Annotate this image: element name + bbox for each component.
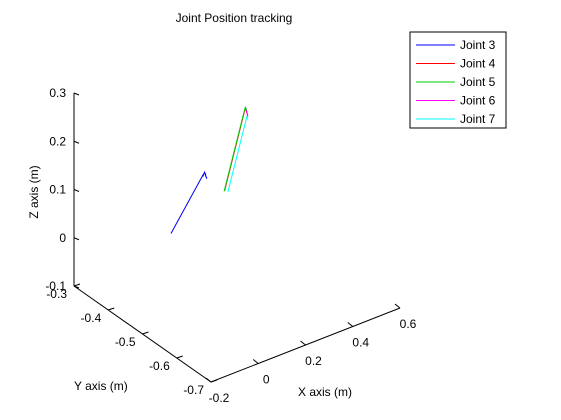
z-tick-label: -0.1 xyxy=(45,279,66,293)
x-tick-mark xyxy=(252,359,259,364)
x-tick-mark xyxy=(205,377,212,383)
y-ticks: -0.3 -0.4 -0.5 -0.6 -0.7 xyxy=(46,283,218,397)
z-ticks: -0.1 0 0.1 0.2 0.3 xyxy=(45,86,80,293)
z-axis-label: Z axis (m) xyxy=(27,165,41,218)
y-tick-label: -0.5 xyxy=(115,335,136,349)
x-tick-label: -0.2 xyxy=(209,391,230,405)
x-tick-mark xyxy=(394,303,401,309)
y-tick-mark xyxy=(176,355,183,359)
series-line-5 xyxy=(227,115,249,193)
legend-box xyxy=(409,31,507,129)
y-tick-mark xyxy=(210,379,218,383)
series-line-2 xyxy=(224,105,248,191)
x-tick-mark xyxy=(347,322,354,327)
chart-title: Joint Position tracking xyxy=(176,11,293,25)
x-tick-label: 0.2 xyxy=(305,354,322,368)
x-tick-label: 0.4 xyxy=(352,336,369,350)
legend-label: Joint 6 xyxy=(460,94,496,108)
legend-label: Joint 5 xyxy=(460,75,496,89)
x-tick-mark xyxy=(300,340,306,346)
z-tick-mark xyxy=(73,237,80,241)
y-axis-label: Y axis (m) xyxy=(74,379,128,393)
series-line-3 xyxy=(223,107,247,192)
z-tick-mark xyxy=(73,189,80,192)
series-line-1 xyxy=(170,170,208,234)
z-tick-mark xyxy=(73,140,80,144)
y-tick-mark xyxy=(108,307,115,311)
z-tick-mark xyxy=(73,92,80,96)
series-line-4 xyxy=(245,109,249,118)
y-tick-label: -0.3 xyxy=(46,287,67,301)
y-tick-mark xyxy=(142,331,149,335)
y-tick-label: -0.4 xyxy=(81,311,102,325)
x-axis-label: X axis (m) xyxy=(298,385,352,399)
legend-label: Joint 3 xyxy=(460,38,496,52)
y-tick-label: -0.7 xyxy=(183,383,204,397)
series-layer xyxy=(170,105,249,234)
y-tick-label: -0.6 xyxy=(149,359,170,373)
z-tick-label: 0.1 xyxy=(49,183,66,197)
legend: Joint 3 Joint 4 Joint 5 Joint 6 Joint 7 xyxy=(409,31,507,129)
z-tick-label: 0.2 xyxy=(49,134,66,148)
z-tick-label: 0.3 xyxy=(49,86,66,100)
x-tick-label: 0.6 xyxy=(400,317,417,331)
y-tick-mark xyxy=(73,283,81,287)
x-tick-label: 0 xyxy=(263,373,270,387)
z-tick-label: 0 xyxy=(59,231,66,245)
x-ticks: -0.2 0 0.2 0.4 0.6 xyxy=(205,303,417,405)
z-tick-mark xyxy=(73,285,80,289)
legend-label: Joint 7 xyxy=(460,112,496,126)
legend-label: Joint 4 xyxy=(460,57,496,71)
